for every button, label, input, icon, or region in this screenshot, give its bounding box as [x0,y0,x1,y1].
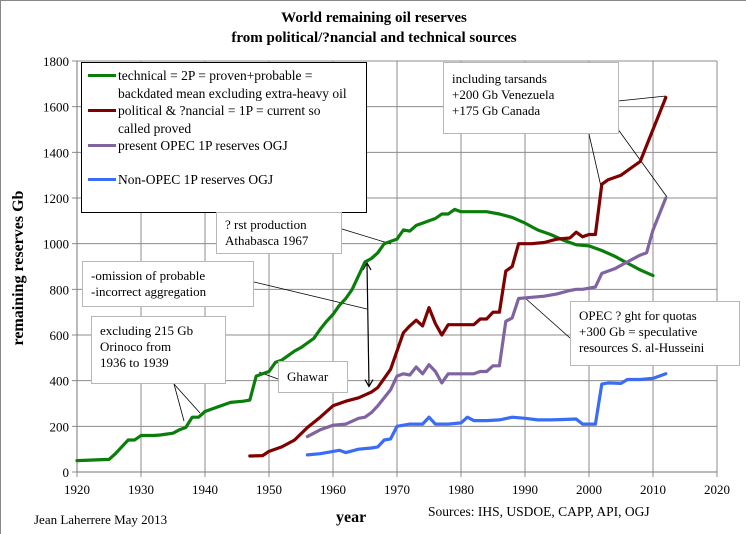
x-tick-label: 2000 [576,482,602,497]
y-axis-label: remaining reserves Gb [10,190,27,346]
pointer-line [173,383,185,422]
arrow-line [366,263,370,386]
legend-text: Non-OPEC 1P reserves OGJ [118,172,274,187]
legend-text: present OPEC 1P reserves OGJ [118,138,288,153]
arrow-head-up-icon [362,261,372,271]
chart-title: World remaining oil reserves [281,10,467,26]
legend-swatch [88,74,116,77]
annotation-ghawar: Ghawar [278,361,348,393]
legend-item-political: political & ?nancial = 1P = current so ca… [88,102,321,137]
annotation-tarsands: including tarsands +200 Gb Venezuela +17… [443,62,619,134]
legend: technical = 2P = proven+probable = backda… [81,62,367,213]
x-tick-label: 1980 [448,482,474,497]
x-tick-label: 1960 [320,482,346,497]
pointer-line [173,383,201,414]
x-tick-label: 1920 [64,482,90,497]
series-political-line [248,95,668,458]
y-tick-label: 600 [50,328,70,343]
y-tick-label: 800 [50,282,70,297]
arrow-head-down-icon [364,379,374,388]
legend-text: technical = 2P = proven+probable = [118,68,313,83]
y-tick-label: 400 [50,374,70,389]
x-tick-label: 1970 [384,482,410,497]
author-credit: Jean Laherrere May 2013 [34,512,168,527]
legend-text: called proved [118,120,192,136]
chart-subtitle: from political/?nancial and technical so… [231,30,517,46]
series-non-opec-line [305,372,668,457]
x-tick-label: 1990 [512,482,538,497]
x-tick-label: 1950 [256,482,282,497]
legend-item-non-opec: Non-OPEC 1P reserves OGJ [88,171,273,189]
series-technical-line [75,207,655,463]
annotation-orinoco: excluding 215 Gb Orinoco from 1936 to 19… [91,316,226,384]
x-axis-label: year [336,509,367,526]
y-tick-label: 0 [63,465,70,480]
legend-swatch [88,178,116,181]
pointer-line [523,296,571,339]
y-tick-label: 1800 [43,54,69,69]
x-tick-label: 1930 [128,482,154,497]
legend-swatch [88,109,116,112]
annotation-omission: -omission of probable -incorrect aggrega… [82,261,254,307]
pointer-line [253,281,368,310]
y-tick-label: 1400 [43,145,69,160]
y-tick-label: 1600 [43,100,69,115]
y-tick-label: 200 [50,419,70,434]
x-tick-label: 1940 [192,482,218,497]
x-tick-label: 2020 [704,482,730,497]
legend-item-opec: present OPEC 1P reserves OGJ [88,137,288,155]
series-opec-line [305,196,668,439]
annotation-opec-fight: OPEC ? ght for quotas +300 Gb = speculat… [570,301,740,366]
annotation-first-production: ? rst production Athabasca 1967 [216,212,342,254]
legend-text: backdated mean excluding extra-heavy oil [118,85,347,101]
legend-swatch [88,144,116,147]
x-tick-label: 2010 [640,482,666,497]
legend-text: political & ?nancial = 1P = current so [118,103,321,118]
y-tick-label: 1000 [43,237,69,252]
sources-note: Sources: IHS, USDOE, CAPP, API, OGJ [428,504,650,519]
pointer-line [341,228,392,245]
legend-item-technical: technical = 2P = proven+probable = backda… [88,67,347,102]
y-tick-label: 1200 [43,191,69,206]
